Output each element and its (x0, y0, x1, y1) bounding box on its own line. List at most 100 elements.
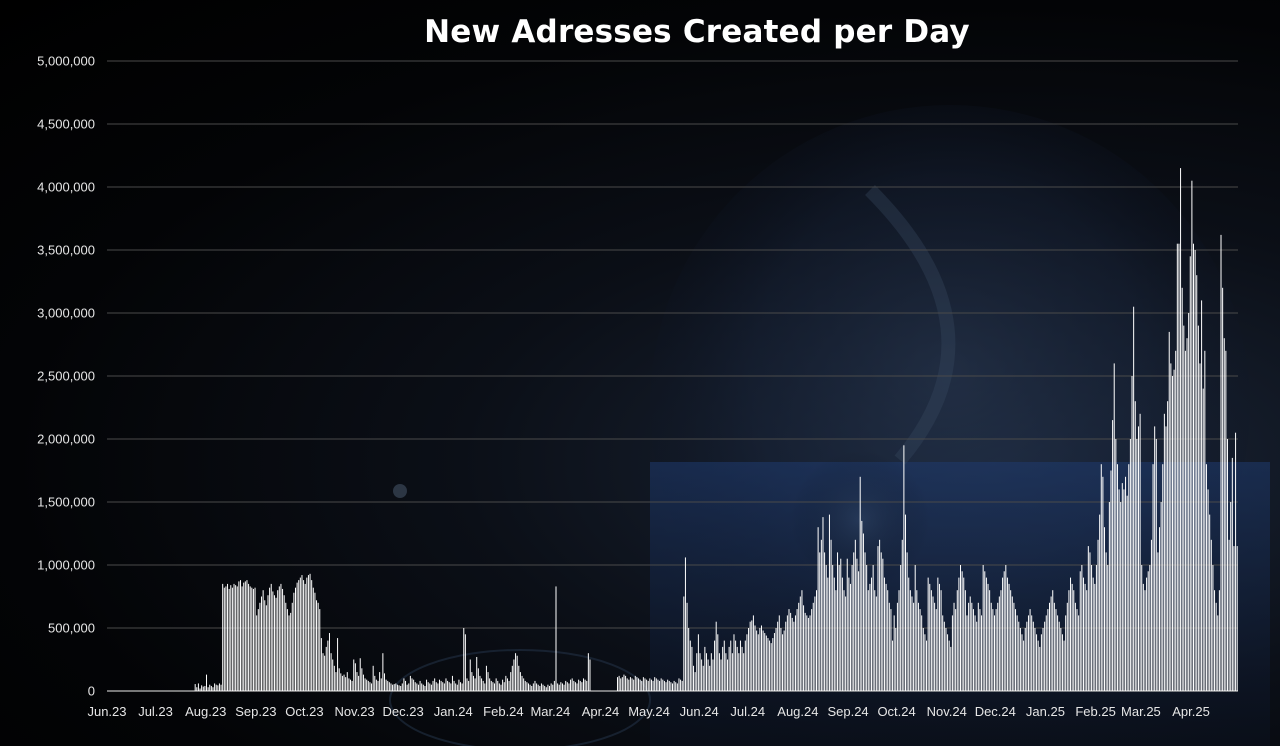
bar (793, 621, 795, 691)
x-tick-label: Nov.24 (927, 704, 967, 719)
bar (392, 684, 394, 691)
bar (282, 588, 284, 691)
bar (396, 684, 398, 691)
bar (659, 680, 661, 691)
x-tick-label: Aug.24 (777, 704, 818, 719)
bar (341, 675, 343, 691)
bar (1000, 590, 1002, 691)
x-tick-label: Dec.24 (975, 704, 1016, 719)
bar (1235, 432, 1237, 691)
bar (1053, 602, 1055, 691)
bar (657, 679, 659, 691)
bar (1193, 243, 1194, 691)
bar (710, 653, 712, 691)
x-tick-label: Mar.25 (1121, 704, 1161, 719)
bar (783, 630, 785, 691)
bar (684, 557, 686, 691)
bar (921, 615, 923, 691)
bar (804, 612, 806, 691)
y-axis: 0 500,000 1,000,000 1,500,000 2,000,000 2,500… (37, 54, 95, 699)
bar (665, 682, 667, 691)
bar (846, 558, 848, 691)
bar (439, 679, 440, 691)
bar (299, 577, 301, 691)
bar (539, 685, 541, 691)
bar (880, 552, 882, 691)
bar (484, 683, 486, 691)
bar (261, 596, 263, 691)
bar (583, 678, 585, 691)
bar (616, 677, 618, 691)
bar (746, 634, 748, 691)
bar (558, 684, 560, 691)
bar (985, 577, 987, 691)
bar (351, 680, 353, 691)
bar (262, 590, 264, 691)
bar (584, 679, 586, 691)
bar (468, 680, 470, 691)
bar (1228, 539, 1230, 691)
bar (1049, 602, 1050, 691)
bar (1230, 502, 1232, 691)
bar (1202, 388, 1204, 691)
bar (620, 678, 622, 691)
bar (777, 621, 779, 691)
bar (1226, 439, 1228, 691)
bar (367, 680, 369, 691)
bar (421, 683, 423, 691)
bar (218, 683, 220, 691)
bar (1063, 640, 1065, 691)
bar (422, 684, 424, 691)
bar (1220, 234, 1222, 691)
bar (1052, 590, 1054, 691)
bar (1225, 350, 1227, 691)
bar (678, 678, 680, 691)
bar (938, 583, 940, 691)
bar (760, 625, 762, 691)
bar (1131, 376, 1133, 691)
x-tick-label: Jan.24 (434, 704, 473, 719)
bar (913, 602, 915, 691)
chart-title: New Adresses Created per Day (424, 14, 970, 50)
bar (688, 628, 690, 691)
bar (741, 646, 743, 691)
bar (576, 683, 578, 691)
bar (932, 596, 934, 691)
bar (649, 678, 651, 691)
bar (1042, 628, 1044, 691)
bar (715, 621, 717, 691)
bar (458, 679, 460, 691)
bar (510, 672, 512, 691)
bar (757, 634, 759, 691)
bar (377, 680, 379, 691)
bar (460, 682, 462, 691)
bar (432, 680, 434, 691)
bar (935, 609, 937, 691)
bar (704, 646, 706, 691)
x-tick-label: Jul.24 (730, 704, 765, 719)
bar (956, 590, 958, 691)
bar (950, 646, 952, 691)
bar (803, 605, 805, 691)
bar (1129, 439, 1131, 691)
bar (230, 585, 232, 691)
bar (547, 684, 549, 691)
bar (450, 683, 452, 691)
bar (246, 580, 248, 691)
y-tick-label: 2,000,000 (37, 432, 95, 447)
bar (814, 596, 816, 691)
bar (714, 640, 716, 691)
bar (728, 646, 730, 691)
bar (811, 609, 813, 691)
bar (481, 678, 483, 691)
bar (353, 659, 355, 691)
bar (526, 682, 528, 691)
bar (833, 577, 835, 691)
bar (832, 565, 834, 691)
bar (1173, 369, 1175, 691)
bar (1196, 275, 1198, 691)
bar (264, 600, 266, 691)
bar (314, 592, 316, 691)
gridlines (107, 60, 1238, 692)
bar (531, 685, 533, 691)
